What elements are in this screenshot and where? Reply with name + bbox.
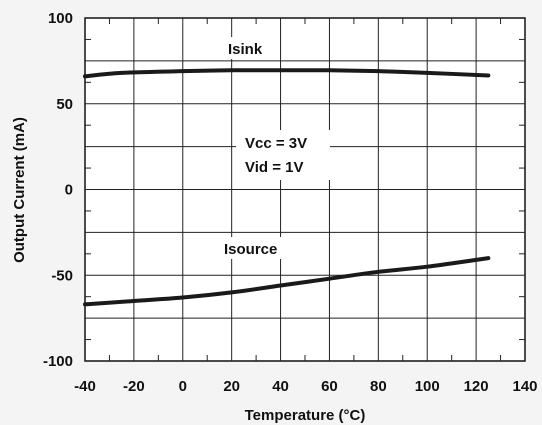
- x-tick-label: 120: [464, 378, 489, 395]
- isource-series-label: Isource: [224, 241, 277, 258]
- x-tick-labels: -40 -20 0 20 40 60 80 100 120 140: [74, 378, 537, 395]
- x-tick-label: 100: [415, 378, 440, 395]
- y-axis-label: Output Current (mA): [11, 117, 28, 263]
- grid: [85, 18, 525, 361]
- isource-line: [83, 256, 491, 307]
- y-tick-label: 100: [48, 10, 73, 27]
- x-tick-label: 60: [321, 378, 338, 395]
- x-axis-label: Temperature (°C): [245, 407, 366, 424]
- y-tick-labels: 100 50 0 -50 -100: [43, 10, 73, 370]
- vid-annotation: Vid = 1V: [245, 159, 304, 176]
- minor-ticks: [85, 18, 525, 361]
- y-tick-label: 0: [65, 182, 73, 199]
- isink-line: [83, 68, 491, 79]
- y-tick-label: -50: [51, 267, 73, 284]
- isink-series-label: Isink: [228, 41, 263, 58]
- series-lines: [83, 68, 491, 307]
- x-tick-label: 40: [272, 378, 289, 395]
- vcc-annotation: Vcc = 3V: [245, 135, 307, 152]
- x-tick-label: 20: [223, 378, 240, 395]
- y-tick-label: 50: [56, 96, 73, 113]
- x-tick-label: 140: [512, 378, 537, 395]
- x-tick-label: -20: [123, 378, 145, 395]
- x-tick-label: 0: [179, 378, 187, 395]
- x-tick-label: 80: [370, 378, 387, 395]
- x-tick-label: -40: [74, 378, 96, 395]
- annotation-background: [236, 130, 330, 180]
- isource-label-background: [220, 237, 292, 259]
- y-tick-label: -100: [43, 353, 73, 370]
- isink-label-background: [224, 37, 272, 59]
